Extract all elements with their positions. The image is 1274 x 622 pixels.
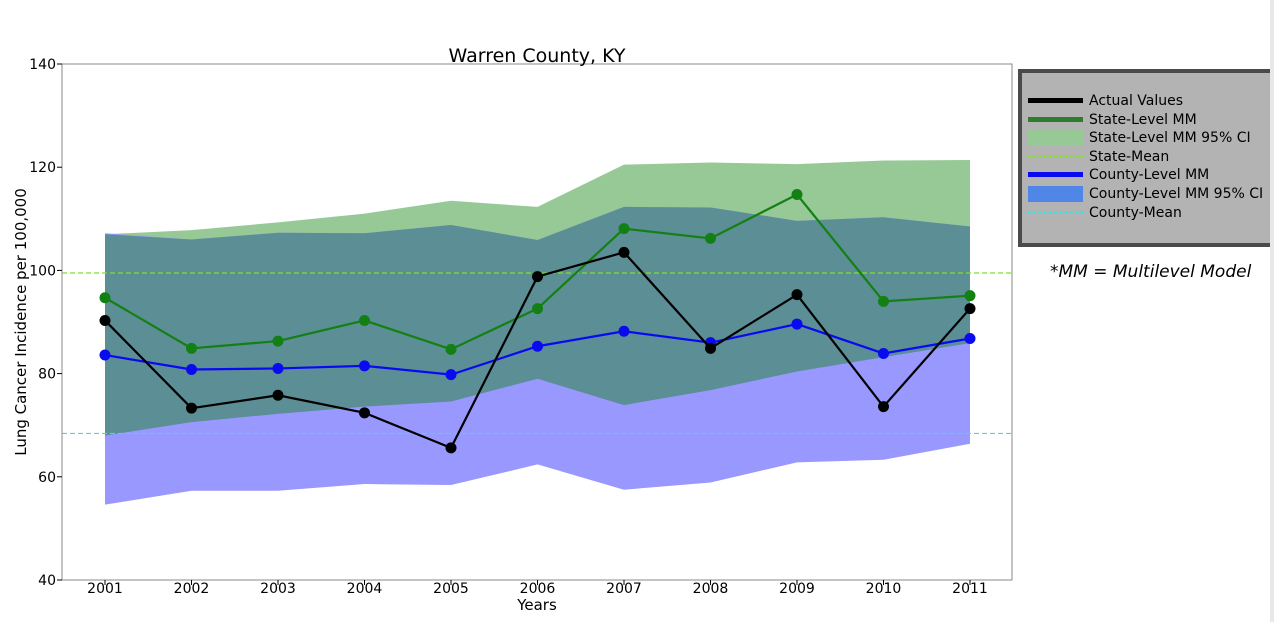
- x-tick-label: 2011: [952, 581, 988, 597]
- series-1-point: [445, 343, 457, 355]
- x-tick-label: 2010: [866, 581, 902, 597]
- series-0-point: [791, 289, 803, 301]
- series-2-point: [791, 318, 803, 330]
- series-0-point: [272, 389, 284, 401]
- series-1-point: [186, 342, 197, 354]
- series-0-point: [618, 246, 630, 258]
- y-tick-label: 60: [38, 470, 56, 486]
- series-2-point: [532, 340, 543, 352]
- legend-swatch: [1028, 204, 1083, 222]
- legend-item: State-Level MM 95% CI: [1028, 129, 1251, 147]
- legend-label: State-Level MM 95% CI: [1089, 130, 1251, 147]
- series-1-point: [618, 223, 630, 235]
- footnote: *MM = Multilevel Model: [1050, 262, 1252, 282]
- series-0-point: [445, 442, 457, 454]
- y-tick-label: 40: [38, 573, 56, 589]
- legend-item: Actual Values: [1028, 92, 1183, 110]
- legend: Actual Values State-Level MM State-Level M…: [1018, 69, 1274, 247]
- legend-item: State-Mean: [1028, 148, 1169, 166]
- series-2-point: [99, 349, 111, 361]
- series-2-point: [878, 347, 889, 359]
- y-tick-label: 140: [29, 57, 56, 73]
- series-0-point: [878, 401, 889, 413]
- legend-swatch: [1028, 148, 1083, 166]
- legend-label: County-Mean: [1089, 204, 1182, 221]
- legend-swatch: [1028, 185, 1083, 203]
- x-tick-label: 2009: [779, 581, 815, 597]
- legend-swatch: [1028, 129, 1083, 147]
- series-1-point: [99, 292, 111, 304]
- series-0-point: [99, 314, 111, 326]
- series-1-point: [359, 314, 370, 326]
- y-tick-label: 120: [29, 160, 56, 176]
- y-axis-label: Lung Cancer Incidence per 100,000: [12, 188, 30, 456]
- x-tick-label: 2001: [87, 581, 123, 597]
- legend-item: State-Level MM: [1028, 111, 1197, 129]
- legend-label: County-Level MM 95% CI: [1089, 186, 1264, 202]
- series-0-point: [186, 402, 197, 414]
- series-0-point: [705, 342, 716, 354]
- series-2-point: [964, 333, 976, 345]
- legend-item: County-Level MM: [1028, 166, 1209, 184]
- ci-overlap: [105, 206, 970, 436]
- x-tick-label: 2002: [174, 581, 210, 597]
- x-tick-label: 2008: [693, 581, 729, 597]
- series-2-point: [272, 362, 284, 374]
- chart-title: Warren County, KY: [449, 45, 626, 67]
- x-axis: 2001 2002 2003 2004 2005 2006 2007 2008 2009 2010…: [87, 580, 988, 597]
- series-1-point: [705, 232, 716, 244]
- scrollbar-edge: [1270, 0, 1274, 622]
- series-0-point: [359, 407, 370, 419]
- x-tick-label: 2003: [260, 581, 296, 597]
- series-1-point: [964, 290, 976, 302]
- series-1-point: [878, 295, 889, 307]
- series-2-point: [186, 363, 197, 375]
- series-2-point: [618, 325, 630, 337]
- series-0-point: [532, 271, 543, 283]
- legend-label: State-Level MM: [1089, 111, 1197, 128]
- x-tick-label: 2004: [347, 581, 383, 597]
- legend-swatch: [1028, 166, 1083, 184]
- series-lines: [99, 189, 976, 454]
- legend-item: County-Level MM 95% CI: [1028, 185, 1263, 203]
- x-axis-label: Years: [516, 596, 557, 614]
- series-0-point: [964, 303, 976, 315]
- x-tick-label: 2005: [433, 581, 469, 597]
- y-tick-label: 80: [38, 367, 56, 383]
- ci-bands: [105, 159, 970, 505]
- x-tick-label: 2006: [520, 581, 556, 597]
- y-axis: 40 60 80 100 120 140: [29, 57, 62, 589]
- legend-label: County-Level MM: [1089, 167, 1210, 184]
- series-1-point: [532, 303, 543, 315]
- legend-label: State-Mean: [1089, 148, 1170, 165]
- legend-label: Actual Values: [1089, 93, 1184, 109]
- legend-item: County-Mean: [1028, 204, 1182, 222]
- series-2-point: [445, 369, 457, 381]
- series-1-point: [791, 189, 803, 201]
- y-tick-label: 100: [29, 263, 56, 279]
- legend-swatch: [1028, 92, 1083, 110]
- series-1-point: [272, 335, 284, 347]
- legend-swatch: [1028, 111, 1083, 129]
- x-tick-label: 2007: [606, 581, 642, 597]
- series-2-point: [359, 360, 370, 372]
